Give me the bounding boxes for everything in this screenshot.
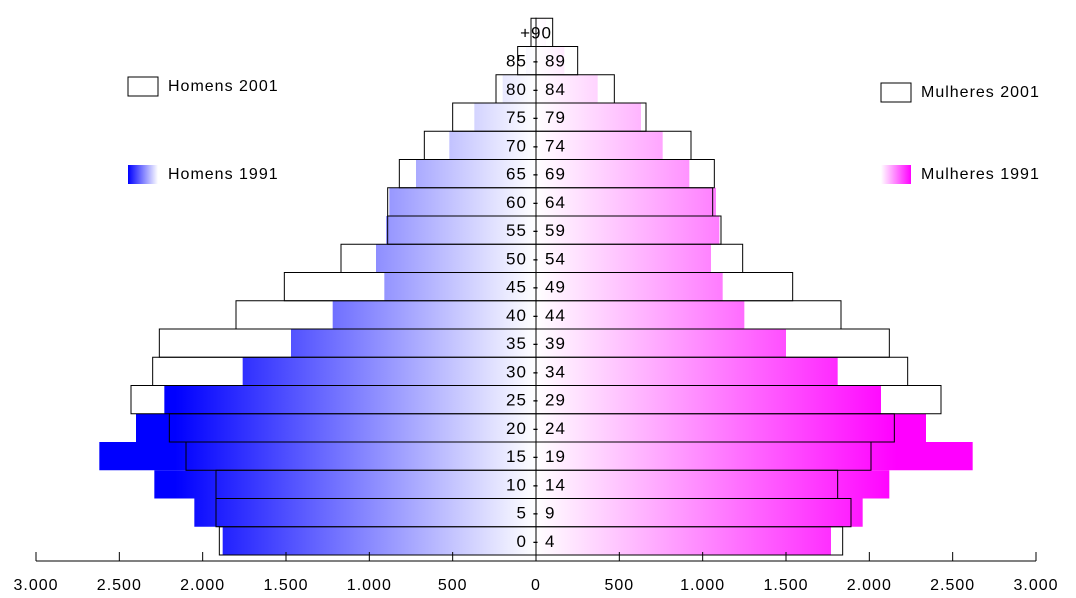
x-tick-label: 3.000 bbox=[1013, 577, 1058, 594]
bar-mulheres-1991-20-24 bbox=[536, 413, 926, 442]
age-label-55-59: 55 - 59 bbox=[506, 221, 566, 240]
age-label-75-79: 75 - 79 bbox=[506, 108, 566, 127]
bar-homens-1991-25-29 bbox=[164, 385, 536, 414]
bar-mulheres-1991-45-49 bbox=[536, 272, 723, 301]
bars-1991 bbox=[99, 18, 973, 555]
bar-mulheres-1991-40-44 bbox=[536, 300, 745, 329]
age-label-30-34: 30 - 34 bbox=[506, 362, 566, 381]
bar-homens-1991-60-64 bbox=[389, 187, 536, 216]
age-label-15-19: 15 - 19 bbox=[506, 447, 566, 466]
bar-homens-1991-40-44 bbox=[332, 300, 536, 329]
bar-mulheres-1991-15-19 bbox=[536, 442, 973, 471]
age-labels: 0 - 4 5 - 9 10 - 14 15 - 19 20 - 24 25 - 29 30… bbox=[506, 23, 566, 551]
bar-homens-1991-80-84 bbox=[502, 74, 536, 103]
bar-homens-1991-85-89 bbox=[526, 46, 536, 75]
bar-homens-1991-45-49 bbox=[384, 272, 536, 301]
bar-mulheres-2001-90 bbox=[535, 17, 554, 47]
bar-mulheres-1991-35-39 bbox=[536, 329, 786, 358]
age-label-35-39: 35 - 39 bbox=[506, 334, 566, 353]
x-tick-label: 1.500 bbox=[763, 577, 808, 594]
age-label-85-89: 85 - 89 bbox=[506, 52, 566, 71]
bar-mulheres-1991-85-89 bbox=[536, 46, 565, 75]
age-label-40-44: 40 - 44 bbox=[506, 306, 566, 325]
legend-mulheres-1991: Mulheres 1991 bbox=[881, 165, 1040, 184]
bar-mulheres-2001-85-89 bbox=[535, 46, 579, 76]
x-tick-label: 2.500 bbox=[930, 577, 975, 594]
age-label-45-49: 45 - 49 bbox=[506, 278, 566, 297]
age-label-0-4: 0 - 4 bbox=[516, 532, 555, 551]
legend-label-mulheres-2001: Mulheres 2001 bbox=[921, 84, 1040, 101]
x-tick-label: 0 bbox=[531, 577, 541, 594]
bar-mulheres-1991-80-84 bbox=[536, 74, 598, 103]
age-label-50-54: 50 - 54 bbox=[506, 249, 566, 268]
bar-homens-1991-55-59 bbox=[386, 216, 536, 245]
age-label-70-74: 70 - 74 bbox=[506, 136, 566, 155]
x-axis: 3.000 2.500 2.000 1.500 1.000 500 0 500 1.000 1.5… bbox=[13, 552, 1058, 594]
bar-homens-1991-35-39 bbox=[291, 329, 536, 358]
legend-swatch-mulheres-2001 bbox=[880, 82, 912, 103]
x-tick-label: 500 bbox=[438, 577, 468, 594]
bar-homens-1991-90 bbox=[534, 18, 536, 47]
x-tick-label: 1.000 bbox=[680, 577, 725, 594]
legend-homens-1991: Homens 1991 bbox=[128, 165, 279, 184]
bar-mulheres-1991-5-9 bbox=[536, 498, 863, 527]
age-label-90: +90 bbox=[520, 23, 552, 42]
bar-homens-1991-65-69 bbox=[416, 159, 536, 188]
age-label-65-69: 65 - 69 bbox=[506, 165, 566, 184]
x-tick-label: 500 bbox=[604, 577, 634, 594]
bar-mulheres-1991-70-74 bbox=[536, 131, 663, 160]
bar-homens-1991-30-34 bbox=[242, 357, 537, 386]
age-label-10-14: 10 - 14 bbox=[506, 475, 566, 494]
bar-homens-1991-0-4 bbox=[222, 526, 537, 555]
bar-mulheres-1991-90 bbox=[536, 18, 546, 47]
bar-homens-1991-10-14 bbox=[154, 470, 536, 499]
bar-mulheres-1991-55-59 bbox=[536, 216, 720, 245]
x-tick-label: 2.000 bbox=[847, 577, 892, 594]
age-label-20-24: 20 - 24 bbox=[506, 419, 566, 438]
age-label-25-29: 25 - 29 bbox=[506, 391, 566, 410]
legend-label-homens-2001: Homens 2001 bbox=[168, 78, 279, 95]
x-tick-label: 1.500 bbox=[263, 577, 308, 594]
legend-label-homens-1991: Homens 1991 bbox=[168, 166, 279, 183]
bar-mulheres-1991-50-54 bbox=[536, 244, 711, 273]
legend-swatch-homens-2001 bbox=[127, 76, 159, 97]
age-label-80-84: 80 - 84 bbox=[506, 80, 566, 99]
bar-mulheres-1991-30-34 bbox=[536, 357, 838, 386]
legend-label-mulheres-1991: Mulheres 1991 bbox=[921, 166, 1040, 183]
bar-mulheres-1991-75-79 bbox=[536, 103, 641, 132]
x-tick-label: 1.000 bbox=[347, 577, 392, 594]
x-tick-label: 2.500 bbox=[97, 577, 142, 594]
bar-homens-1991-75-79 bbox=[474, 103, 536, 132]
age-label-60-64: 60 - 64 bbox=[506, 193, 566, 212]
bars-2001 bbox=[130, 17, 942, 556]
legend-swatch-mulheres-1991 bbox=[881, 165, 911, 184]
bar-mulheres-1991-0-4 bbox=[536, 526, 831, 555]
x-tick-label: 2.000 bbox=[180, 577, 225, 594]
bar-homens-1991-20-24 bbox=[136, 413, 536, 442]
age-label-5-9: 5 - 9 bbox=[516, 504, 555, 523]
bar-mulheres-1991-25-29 bbox=[536, 385, 881, 414]
legend-swatch-homens-1991 bbox=[128, 165, 158, 184]
bar-mulheres-1991-10-14 bbox=[536, 470, 890, 499]
bar-homens-1991-5-9 bbox=[194, 498, 536, 527]
legend-homens-2001: Homens 2001 bbox=[127, 76, 279, 97]
legend-mulheres-2001: Mulheres 2001 bbox=[880, 82, 1040, 103]
x-tick-label: 3.000 bbox=[13, 577, 58, 594]
bar-homens-1991-15-19 bbox=[99, 442, 536, 471]
bar-homens-1991-70-74 bbox=[449, 131, 536, 160]
bar-mulheres-1991-65-69 bbox=[536, 159, 690, 188]
bar-homens-1991-50-54 bbox=[376, 244, 536, 273]
bar-mulheres-1991-60-64 bbox=[536, 187, 716, 216]
